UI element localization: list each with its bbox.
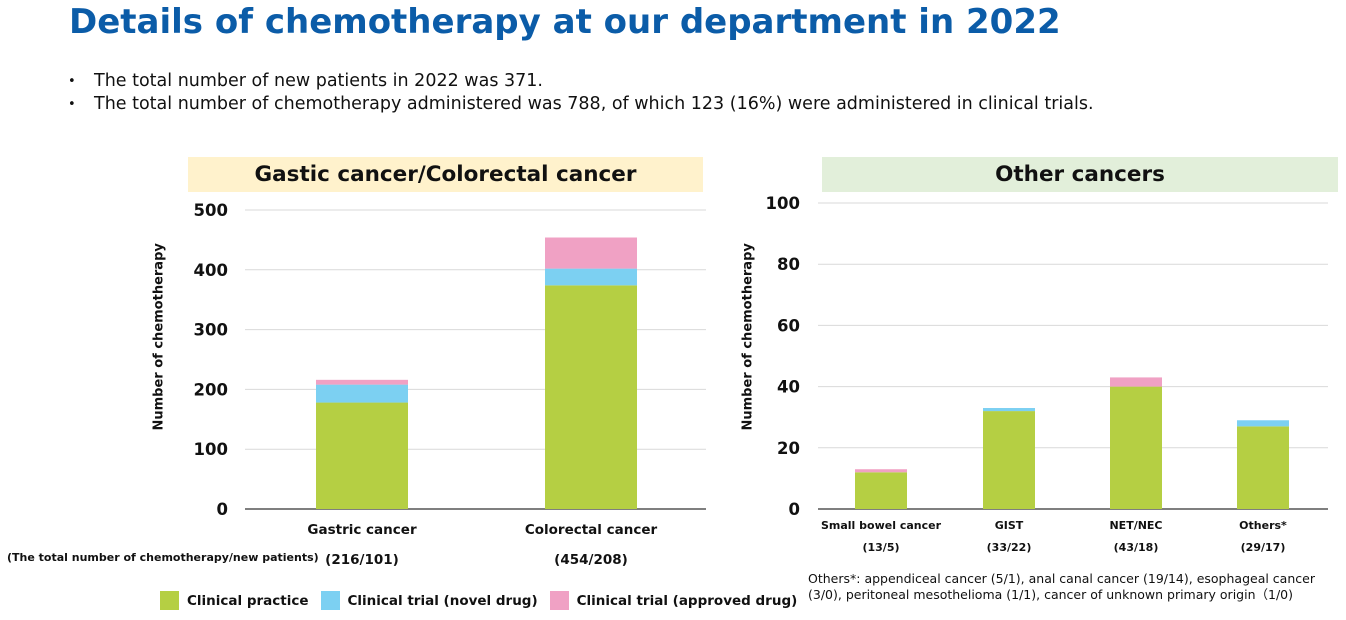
legend-label: Clinical trial (novel drug) — [347, 592, 538, 609]
y-tick-label: 0 — [217, 500, 228, 519]
bar-segment-colorectal-cancer-1 — [545, 268, 637, 286]
legend-label: Clinical trial (approved drug) — [576, 592, 798, 609]
footnote-others: Others*: appendiceal cancer (5/1), anal … — [808, 571, 1315, 602]
y-tick-label: 200 — [194, 380, 228, 399]
x-category-label: Colorectal cancer — [525, 522, 658, 538]
bar-segment-gastric-cancer-1 — [316, 384, 408, 403]
bullet-glyph: • — [68, 97, 76, 112]
x-category-label: Gastric cancer — [307, 522, 417, 538]
bar-segment-gastric-cancer-0 — [316, 402, 408, 509]
legend-swatch — [320, 591, 340, 610]
y-tick-label: 100 — [194, 440, 228, 459]
chart-title-other-cancers: Other cancers — [822, 157, 1338, 192]
page-title: Details of chemotherapy at our departmen… — [69, 2, 1061, 42]
caption-total-chemotherapy-new-patients: (The total number of chemotherapy/new pa… — [7, 551, 319, 564]
bullet-glyph: • — [68, 74, 76, 89]
legend-swatch — [160, 591, 179, 610]
legend-item-novel-drug: Clinical trial (novel drug) — [320, 591, 538, 610]
bar-segment-gastric-cancer-2 — [316, 379, 408, 385]
bar-segment-colorectal-cancer-2 — [545, 237, 637, 269]
bullet-text: The total number of new patients in 2022… — [94, 71, 543, 91]
y-tick-label: 400 — [194, 261, 228, 280]
bar-segment-colorectal-cancer-0 — [545, 285, 637, 509]
bullet-item: • The total number of new patients in 20… — [68, 70, 1094, 93]
legend-item-approved-drug: Clinical trial (approved drug) — [549, 591, 798, 610]
legend-swatch — [549, 591, 569, 610]
y-tick-label: 500 — [194, 201, 228, 220]
chart-title-gastric-colorectal: Gastic cancer/Colorectal cancer — [188, 157, 703, 192]
summary-bullets: • The total number of new patients in 20… — [68, 70, 1094, 116]
legend-item-clinical-practice: Clinical practice — [160, 591, 309, 610]
legend-label: Clinical practice — [187, 592, 309, 609]
y-axis-label-other-cancers: Number of chemotherapy — [740, 243, 756, 431]
x-category-sublabel: (216/101) — [325, 552, 399, 568]
y-tick-label: 300 — [194, 321, 228, 340]
x-category-sublabel: (454/208) — [554, 552, 628, 568]
legend: Clinical practice Clinical trial (novel … — [160, 591, 809, 610]
bullet-text: The total number of chemotherapy adminis… — [94, 94, 1094, 114]
bullet-item: • The total number of chemotherapy admin… — [68, 93, 1094, 116]
